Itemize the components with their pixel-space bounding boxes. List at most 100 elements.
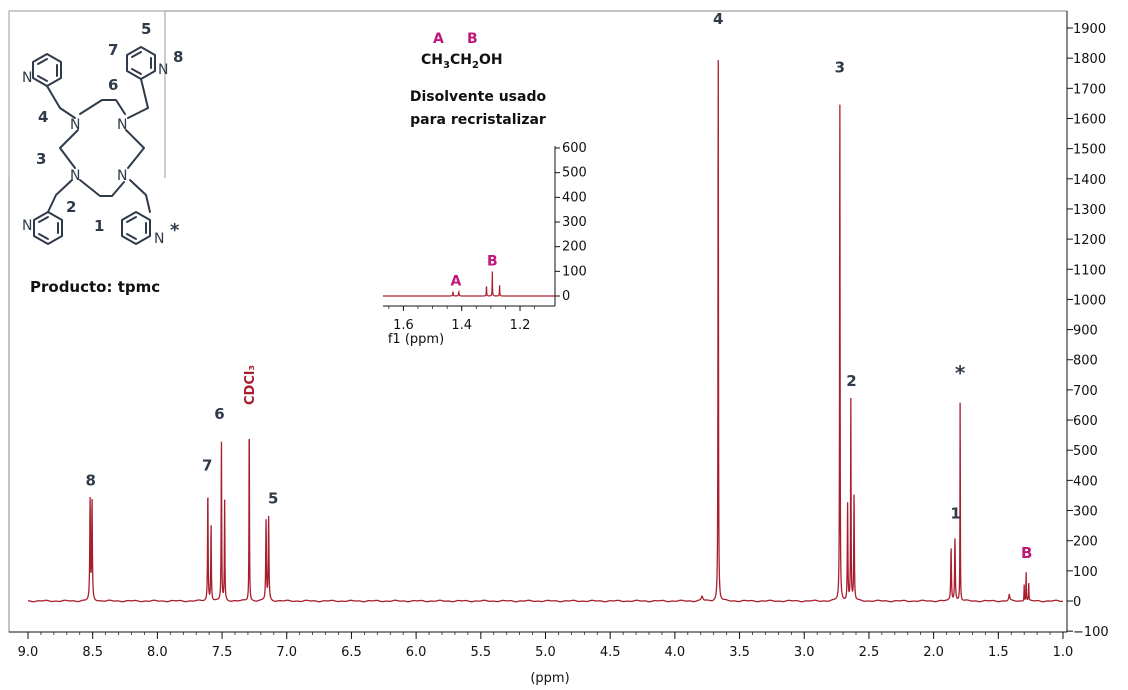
- structure-caption: Producto: tpmc: [30, 278, 160, 296]
- pyridine-star-label: *: [170, 220, 180, 241]
- x-tick-label: 6.0: [406, 645, 427, 660]
- cyclam-n-3: N: [70, 168, 80, 184]
- x-axis-ticks: 9.0 8.5 8.0 7.5 7.0 6.5 6.0 5.5 5.0 4.5 4.0 3.5 3.0 2…: [18, 632, 1074, 660]
- structure-panel-border: [8, 10, 166, 178]
- x-tick-label: 4.5: [600, 645, 621, 660]
- y-tick-label: 1600: [1073, 112, 1106, 127]
- peak-labels: 8 7 6 5 4 3 2 * 1 B: [86, 10, 1033, 562]
- y-tick-label: 300: [1073, 505, 1098, 520]
- inset-y-tick-label: 400: [562, 190, 587, 205]
- pyridine-n-bottom-right: N: [154, 231, 164, 247]
- peak-label: 4: [713, 10, 723, 28]
- y-tick-label: 900: [1073, 324, 1098, 339]
- peak-label: 8: [86, 471, 96, 489]
- x-tick-label: 8.5: [82, 645, 103, 660]
- x-tick-label: 3.0: [794, 645, 815, 660]
- y-tick-label: 1200: [1073, 233, 1106, 248]
- y-tick-label: 1800: [1073, 52, 1106, 67]
- inset-x-tick-label: 1.4: [451, 318, 472, 333]
- position-label-6: 6: [108, 76, 118, 94]
- x-tick-label: 5.0: [535, 645, 556, 660]
- ethanol-formula: CH3CH2OH: [421, 52, 503, 71]
- y-tick-label: 100: [1073, 565, 1098, 580]
- peak-label: 3: [835, 58, 845, 76]
- inset-y-tick-label: 500: [562, 166, 587, 181]
- peak-label: 2: [846, 372, 856, 390]
- y-axis-ticks: −100 0 100 200 300 400 500 600 700 800 900 1000 1100…: [1067, 22, 1109, 640]
- inset-x-axis-label: f1 (ppm): [388, 332, 444, 347]
- x-tick-label: 8.0: [147, 645, 168, 660]
- y-tick-label: 600: [1073, 414, 1098, 429]
- x-tick-label: 9.0: [18, 645, 39, 660]
- y-tick-label: 1900: [1073, 22, 1106, 37]
- y-tick-label: 700: [1073, 384, 1098, 399]
- cyclam-n-2: N: [117, 117, 127, 133]
- cyclam-macrocycle: [47, 99, 151, 213]
- inset-y-tick-label: 600: [562, 141, 587, 156]
- x-tick-label: 7.5: [212, 645, 233, 660]
- formula-sub-3: 3: [443, 60, 450, 71]
- main-plot: 9.0 8.5 8.0 7.5 7.0 6.5 6.0 5.5 5.0 4.5 4.0 3.5 3.0 2…: [8, 10, 1109, 686]
- pyridine-n-bottom-left: N: [22, 218, 32, 234]
- pyridine-ring-bottom-right: [121, 211, 151, 245]
- x-tick-label: 2.0: [923, 645, 944, 660]
- inset-plot: 1.6 1.4 1.2 0 100 200 300 400 500 600 f1 (ppm) A…: [383, 141, 587, 347]
- position-label-8: 8: [173, 48, 183, 66]
- pyridine-ring-top-left: [32, 53, 62, 109]
- pyridine-ring-top-right: [126, 46, 156, 109]
- y-tick-label: −100: [1073, 625, 1109, 640]
- position-label-2: 2: [66, 198, 76, 216]
- y-tick-label: 1100: [1073, 263, 1106, 278]
- peak-label: 1: [950, 505, 960, 523]
- x-tick-label: 2.5: [859, 645, 880, 660]
- position-label-5: 5: [141, 20, 151, 38]
- inset-spectrum-line: [383, 271, 555, 297]
- spectrum-line: [28, 60, 1064, 603]
- formula-oh: OH: [479, 52, 503, 68]
- peak-label: 7: [202, 456, 212, 474]
- solvent-title-line-1: Disolvente usado: [410, 89, 547, 105]
- position-label-3: 3: [36, 150, 46, 168]
- y-tick-label: 500: [1073, 444, 1098, 459]
- formula-ch-1: CH: [421, 52, 443, 68]
- inset-y-tick-label: 300: [562, 215, 587, 230]
- y-tick-label: 1000: [1073, 293, 1106, 308]
- x-tick-label: 5.5: [470, 645, 491, 660]
- x-tick-label: 4.0: [665, 645, 686, 660]
- y-tick-label: 200: [1073, 535, 1098, 550]
- formula-label-b: B: [467, 31, 478, 47]
- position-label-7: 7: [108, 41, 118, 59]
- y-tick-label: 400: [1073, 474, 1098, 489]
- peak-label: *: [955, 361, 966, 385]
- tpmc-structure-drawing: N N N N N N: [22, 20, 183, 296]
- position-label-1: 1: [94, 217, 104, 235]
- x-tick-label: 6.5: [341, 645, 362, 660]
- peak-label: 6: [214, 405, 224, 423]
- inset-peak-label: B: [487, 254, 498, 270]
- solvent-title-line-2: para recristalizar: [410, 112, 546, 128]
- inset-peak-labels: AB: [450, 254, 497, 290]
- x-tick-label: 1.0: [1053, 645, 1074, 660]
- pyridine-n-top-right: N: [158, 62, 168, 78]
- inset-y-axis-ticks: 0 100 200 300 400 500 600: [555, 141, 587, 304]
- inset-y-tick-label: 100: [562, 264, 587, 279]
- y-tick-label: 800: [1073, 354, 1098, 369]
- x-tick-label: 7.0: [276, 645, 297, 660]
- inset-x-tick-label: 1.6: [393, 318, 414, 333]
- y-tick-label: 0: [1073, 595, 1081, 610]
- formula-label-a: A: [433, 31, 444, 47]
- x-tick-label: 1.5: [988, 645, 1009, 660]
- cyclam-n-4: N: [117, 168, 127, 184]
- pyridine-ring-bottom-left: [33, 211, 63, 245]
- cyclam-n-1: N: [70, 117, 80, 133]
- peak-label: B: [1021, 544, 1032, 562]
- y-tick-label: 1500: [1073, 143, 1106, 158]
- pyridine-n-top-left: N: [22, 70, 32, 86]
- solvent-peak-label-cdcl3: CDCl₃: [243, 365, 258, 405]
- formula-ch-2: CH: [450, 52, 472, 68]
- inset-x-tick-label: 1.2: [510, 318, 531, 333]
- y-tick-label: 1700: [1073, 82, 1106, 97]
- x-axis-label: (ppm): [530, 671, 569, 686]
- formula-sub-2: 2: [472, 60, 479, 71]
